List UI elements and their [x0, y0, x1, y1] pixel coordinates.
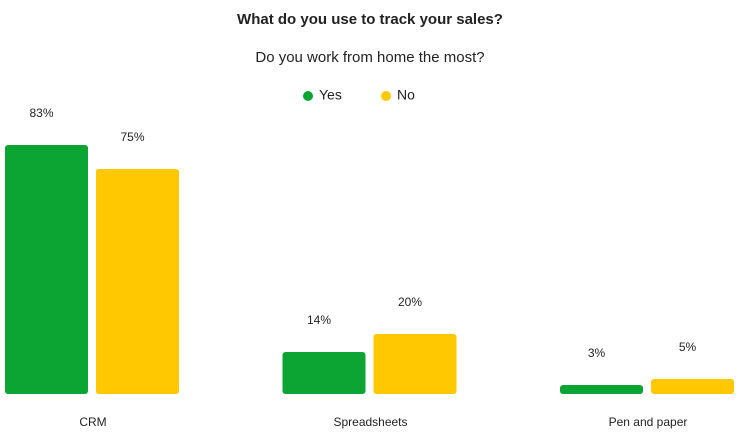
legend-swatch [303, 91, 313, 101]
value-label: 75% [120, 130, 144, 144]
legend-label: No [397, 87, 415, 103]
value-label: 20% [398, 295, 422, 309]
bar [282, 352, 366, 394]
value-label: 3% [588, 346, 606, 360]
x-tick-label: Spreadsheets [333, 415, 407, 429]
value-label: 5% [679, 340, 697, 354]
bar [373, 334, 457, 394]
bar [560, 385, 643, 394]
chart-title: What do you use to track your sales? [237, 11, 503, 28]
x-tick-label: Pen and paper [609, 415, 688, 429]
value-label: 83% [29, 106, 53, 120]
bar [5, 145, 88, 394]
bar [651, 379, 734, 394]
chart-subtitle: Do you work from home the most? [255, 49, 484, 66]
x-tick-label: CRM [79, 415, 106, 429]
bar [96, 169, 179, 394]
legend-label: Yes [319, 87, 342, 103]
value-label: 14% [307, 313, 331, 327]
legend-swatch [381, 91, 391, 101]
